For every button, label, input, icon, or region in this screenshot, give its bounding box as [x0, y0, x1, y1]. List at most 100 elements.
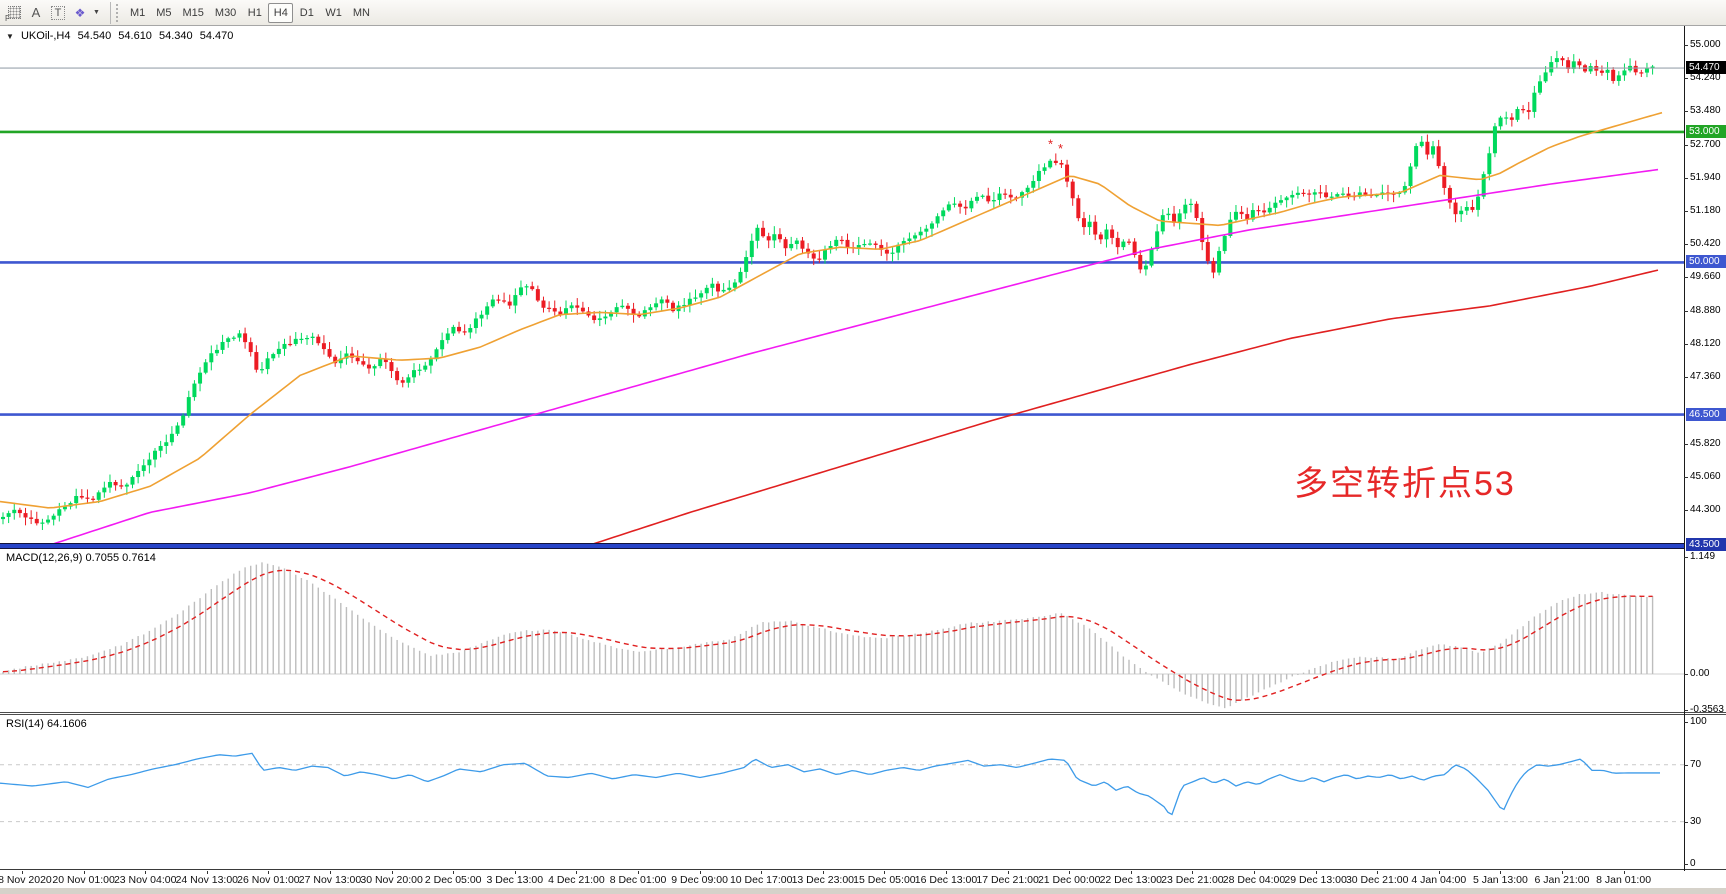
candle-body [879, 244, 884, 250]
pane-separator-43500-line[interactable] [0, 543, 1684, 549]
price-line-label-50.000: 50.000 [1686, 255, 1726, 269]
candle-body [1290, 194, 1295, 198]
time-tick [1254, 871, 1255, 874]
candle-body [428, 359, 433, 366]
timeframe-button-m5[interactable]: M5 [151, 3, 176, 23]
price-tick-51.180: 51.180 [1684, 205, 1721, 217]
candle-body [1087, 221, 1092, 228]
candle-body [1554, 58, 1559, 63]
shapes-tool-icon[interactable]: ❖ [69, 3, 91, 23]
candle-body [1391, 193, 1396, 195]
candle-body [248, 342, 253, 353]
label-tool-icon[interactable]: A [25, 3, 47, 23]
shapes-dropdown-caret-icon[interactable]: ▼ [93, 9, 100, 16]
candle-body [338, 358, 343, 364]
candle-body [1194, 203, 1199, 219]
candle-body [62, 506, 67, 510]
candle-body [884, 249, 889, 254]
candle-body [1599, 70, 1604, 73]
candle-body [935, 216, 940, 224]
candle-body [1340, 193, 1345, 195]
candle-body [817, 258, 822, 260]
candle-body [417, 369, 422, 371]
indicator-grid-icon[interactable]: F [3, 3, 25, 23]
candle-body [620, 305, 625, 308]
symbol-collapse-caret-icon[interactable]: ▼ [6, 32, 14, 41]
candle-body [980, 195, 985, 197]
candle-body [873, 243, 878, 245]
toolbar-separator [109, 1, 111, 24]
candle-body [1177, 213, 1182, 223]
time-tick [83, 871, 85, 874]
candle-body [214, 349, 219, 354]
price-tick-48.120: 48.120 [1684, 338, 1721, 350]
text-tool-icon[interactable]: T [47, 3, 69, 23]
timeframe-button-d1[interactable]: D1 [294, 3, 319, 23]
candle-body [1543, 72, 1548, 82]
candle-body [1414, 146, 1419, 167]
candle-body [85, 497, 90, 499]
timeframe-button-m1[interactable]: M1 [125, 3, 150, 23]
timeframe-button-m15[interactable]: M15 [178, 3, 209, 23]
candle-body [974, 196, 979, 201]
candle-body [1081, 218, 1086, 228]
candle-body [530, 286, 535, 290]
time-label: 4 Dec 21:00 [548, 874, 605, 886]
timeframe-button-h4[interactable]: H4 [268, 2, 294, 23]
symbol-header[interactable]: ▼ UKOil-,H4 54.540 54.610 54.340 54.470 [6, 30, 237, 42]
candle-body [1267, 207, 1272, 213]
timeframe-button-mn[interactable]: MN [348, 3, 375, 23]
candle-body [372, 366, 377, 369]
candle-body [1211, 261, 1216, 273]
candle-body [1442, 166, 1447, 188]
time-tick [268, 871, 270, 874]
candle-body [524, 286, 529, 288]
candle-body [74, 496, 79, 504]
candle-body [378, 359, 383, 367]
price-line-label-54.470: 54.470 [1686, 61, 1726, 75]
candle-body [1143, 265, 1148, 270]
candle-body [305, 337, 310, 340]
candle-body [406, 377, 411, 383]
time-label: 21 Dec 00:00 [1037, 874, 1101, 886]
candle-body [1639, 72, 1644, 74]
candle-body [1464, 207, 1469, 211]
candle-body [1273, 202, 1278, 208]
main-price-chart[interactable]: * * [0, 26, 1684, 543]
candle-body [901, 241, 906, 245]
rsi-indicator-pane[interactable] [0, 715, 1684, 868]
time-tick [514, 871, 516, 874]
dotted-grid-icon [7, 6, 21, 19]
pane-separator[interactable] [0, 712, 1726, 715]
candle-body [288, 343, 293, 346]
time-label: 10 Dec 17:00 [729, 874, 793, 886]
candle-body [1644, 68, 1649, 73]
toolbar-grip-handle[interactable] [114, 2, 119, 23]
candle-body [1098, 234, 1103, 240]
candle-body [1121, 241, 1126, 248]
candle-body [1110, 229, 1115, 238]
time-label: 5 Jan 13:00 [1472, 874, 1528, 886]
candle-body [783, 239, 788, 249]
macd-indicator-pane[interactable] [0, 549, 1684, 712]
candle-body [665, 299, 670, 303]
candle-body [243, 333, 248, 343]
timeframe-button-h1[interactable]: H1 [242, 3, 267, 23]
quote-open: 54.540 [77, 30, 112, 42]
candle-body [434, 349, 439, 360]
macd-signal-line [2, 569, 1653, 701]
timeframe-button-m30[interactable]: M30 [210, 3, 241, 23]
candle-body [1498, 117, 1503, 127]
candle-body [997, 193, 1002, 201]
time-axis[interactable] [0, 871, 1726, 888]
candle-body [507, 301, 512, 306]
candle-body [580, 307, 585, 312]
candle-body [839, 239, 844, 242]
candle-body [1318, 192, 1323, 194]
candle-body [789, 243, 794, 249]
price-line-label-43.500: 43.500 [1686, 537, 1726, 551]
timeframe-button-w1[interactable]: W1 [320, 3, 347, 23]
candle-body [1245, 214, 1250, 220]
candle-body [23, 513, 28, 518]
candle-body [1346, 193, 1351, 196]
